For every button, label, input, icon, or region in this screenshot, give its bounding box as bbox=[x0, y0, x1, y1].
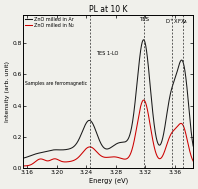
ZnO milled in Ar bbox=[22, 157, 25, 159]
ZnO milled in N₂ bbox=[189, 150, 191, 153]
ZnO milled in N₂ bbox=[143, 99, 145, 101]
Text: TES: TES bbox=[139, 17, 149, 22]
Legend: ZnO milled in Ar, ZnO milled in N₂: ZnO milled in Ar, ZnO milled in N₂ bbox=[25, 16, 74, 28]
Line: ZnO milled in N₂: ZnO milled in N₂ bbox=[23, 100, 193, 166]
ZnO milled in N₂ bbox=[95, 150, 97, 152]
Line: ZnO milled in Ar: ZnO milled in Ar bbox=[23, 40, 193, 158]
Y-axis label: Intensity (arb. unit): Intensity (arb. unit) bbox=[5, 61, 10, 122]
Text: TES 1-LO: TES 1-LO bbox=[96, 51, 118, 56]
ZnO milled in N₂ bbox=[87, 146, 90, 148]
ZnO milled in N₂ bbox=[22, 165, 25, 167]
ZnO milled in Ar bbox=[95, 130, 97, 132]
ZnO milled in Ar bbox=[192, 145, 194, 147]
ZnO milled in N₂ bbox=[192, 160, 194, 162]
ZnO milled in Ar bbox=[142, 39, 145, 41]
Text: Samples are ferromagnetic: Samples are ferromagnetic bbox=[25, 81, 87, 86]
ZnO milled in Ar bbox=[189, 117, 191, 120]
ZnO milled in N₂ bbox=[170, 132, 173, 134]
Title: PL at 10 K: PL at 10 K bbox=[89, 5, 128, 14]
ZnO milled in N₂ bbox=[42, 158, 44, 160]
ZnO milled in Ar bbox=[170, 88, 173, 90]
X-axis label: Energy (eV): Energy (eV) bbox=[89, 178, 128, 184]
Text: D$^+$X: D$^+$X bbox=[165, 17, 180, 26]
ZnO milled in Ar bbox=[42, 151, 44, 153]
ZnO milled in Ar bbox=[52, 149, 54, 151]
Text: FX$_A$: FX$_A$ bbox=[177, 17, 188, 26]
ZnO milled in Ar bbox=[87, 119, 90, 122]
ZnO milled in N₂ bbox=[52, 158, 54, 160]
